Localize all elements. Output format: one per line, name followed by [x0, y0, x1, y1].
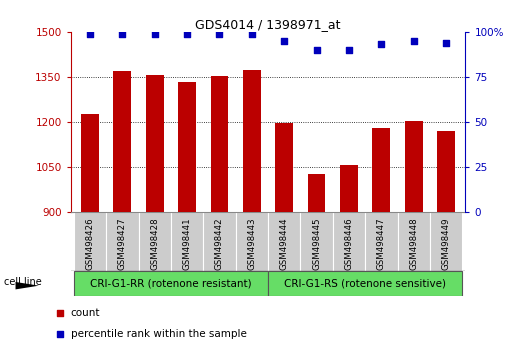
Bar [300, 212, 333, 271]
Point [345, 47, 353, 53]
Bar [146, 75, 164, 354]
Bar [236, 212, 268, 271]
Text: CRI-G1-RS (rotenone sensitive): CRI-G1-RS (rotenone sensitive) [284, 278, 446, 288]
Bar [340, 165, 358, 354]
Text: GSM498426: GSM498426 [86, 217, 95, 270]
Bar [268, 271, 462, 296]
Text: GSM498444: GSM498444 [280, 217, 289, 270]
Text: GSM498441: GSM498441 [183, 217, 191, 270]
Bar [333, 212, 365, 271]
Bar [74, 212, 106, 271]
Bar [275, 123, 293, 354]
Text: percentile rank within the sample: percentile rank within the sample [71, 329, 246, 339]
Point [56, 331, 64, 337]
Text: GSM498443: GSM498443 [247, 217, 256, 270]
Bar [106, 212, 139, 271]
Point [56, 310, 64, 316]
Text: GSM498428: GSM498428 [150, 217, 160, 270]
Polygon shape [16, 282, 39, 290]
Text: GSM498427: GSM498427 [118, 217, 127, 270]
Bar [308, 174, 325, 354]
Bar [372, 127, 390, 354]
Bar [211, 76, 229, 354]
Point [183, 31, 191, 36]
Text: CRI-G1-RR (rotenone resistant): CRI-G1-RR (rotenone resistant) [90, 278, 252, 288]
Bar [203, 212, 236, 271]
Bar [171, 212, 203, 271]
Bar [139, 212, 171, 271]
Bar [74, 271, 268, 296]
Bar [430, 212, 462, 271]
Point [215, 31, 224, 36]
Point [151, 31, 159, 36]
Point [118, 31, 127, 36]
Text: GSM498447: GSM498447 [377, 217, 386, 270]
Point [86, 31, 94, 36]
Text: GSM498446: GSM498446 [345, 217, 354, 270]
Bar [397, 212, 430, 271]
Text: GSM498449: GSM498449 [441, 217, 450, 270]
Bar [178, 81, 196, 354]
Text: count: count [71, 308, 100, 318]
Title: GDS4014 / 1398971_at: GDS4014 / 1398971_at [195, 18, 341, 31]
Point [442, 40, 450, 46]
Text: cell line: cell line [4, 277, 41, 287]
Bar [268, 212, 300, 271]
Bar [243, 70, 261, 354]
Bar [405, 121, 423, 354]
Bar [113, 71, 131, 354]
Bar [81, 114, 99, 354]
Bar [365, 212, 397, 271]
Point [280, 38, 288, 44]
Text: GSM498445: GSM498445 [312, 217, 321, 270]
Point [312, 47, 321, 53]
Point [248, 31, 256, 36]
Text: GSM498442: GSM498442 [215, 217, 224, 270]
Point [377, 42, 385, 47]
Point [410, 38, 418, 44]
Text: GSM498448: GSM498448 [409, 217, 418, 270]
Bar [437, 131, 455, 354]
